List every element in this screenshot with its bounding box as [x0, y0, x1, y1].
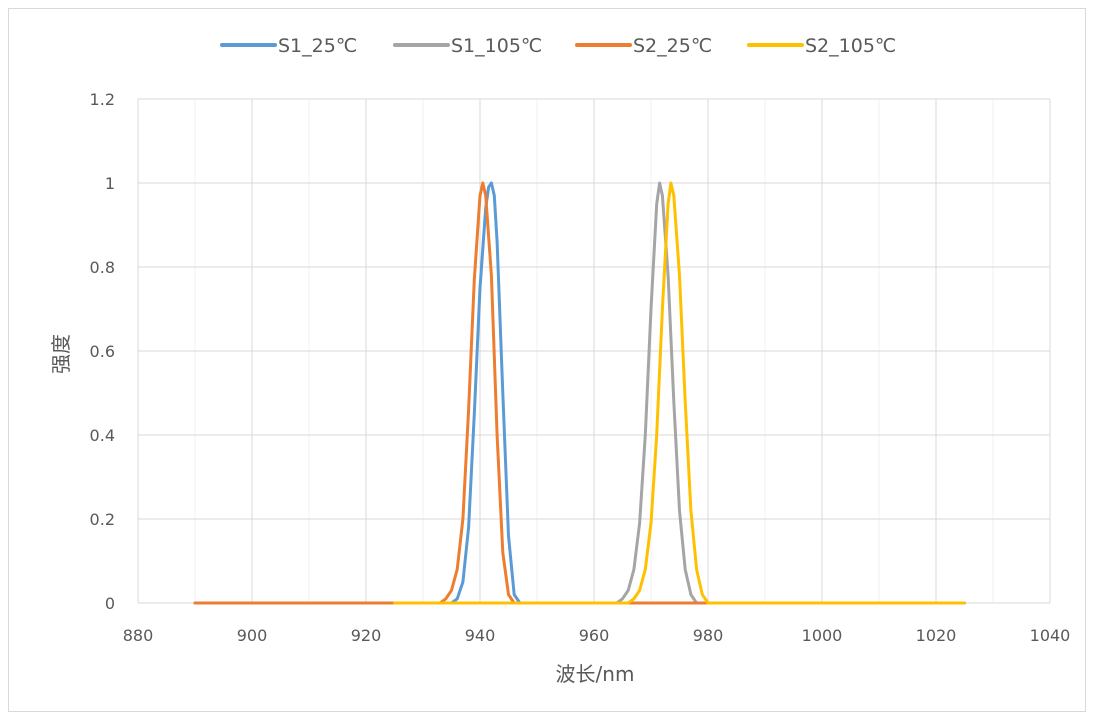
y-tick-label: 0.6: [90, 342, 115, 361]
x-tick-label: 1020: [916, 626, 957, 645]
legend-label: S1_105℃: [451, 35, 542, 57]
series-line: [193, 181, 767, 605]
series-line: [393, 181, 966, 605]
x-tick-label: 960: [579, 626, 610, 645]
y-axis-title: 强度: [49, 334, 73, 374]
chart-frame: [8, 8, 1086, 712]
x-tick-label: 900: [237, 626, 268, 645]
legend-label: S1_25℃: [278, 35, 357, 57]
x-tick-label: 880: [123, 626, 154, 645]
axes: 880 900 920 940 960 980 1000 1020 1040 0 0.2 0.4 0.6…: [90, 90, 1071, 645]
series-lines: [193, 181, 966, 605]
x-tick-label: 1040: [1030, 626, 1071, 645]
legend-label: S2_25℃: [633, 35, 712, 57]
x-tick-label: 940: [465, 626, 496, 645]
y-tick-label: 0.4: [90, 426, 115, 445]
series-line: [393, 181, 966, 605]
legend: S1_25℃ S1_105℃ S2_25℃ S2_105℃: [220, 35, 896, 57]
gridlines: [137, 98, 1051, 604]
legend-label: S2_105℃: [805, 35, 896, 57]
x-tick-label: 980: [693, 626, 724, 645]
x-axis-title: 波长/nm: [556, 662, 635, 686]
y-tick-label: 0.8: [90, 258, 115, 277]
series-line: [193, 181, 767, 605]
y-tick-label: 0.2: [90, 510, 115, 529]
y-tick-label: 1: [105, 174, 115, 193]
y-tick-label: 1.2: [90, 90, 115, 109]
y-tick-label: 0: [105, 594, 115, 613]
x-tick-label: 1000: [802, 626, 843, 645]
x-tick-label: 920: [351, 626, 382, 645]
